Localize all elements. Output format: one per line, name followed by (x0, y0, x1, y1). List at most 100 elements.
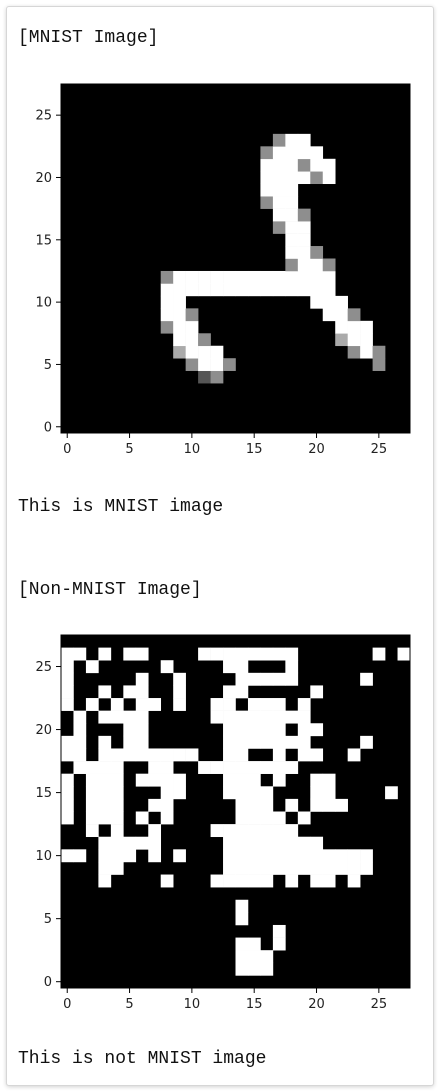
non-mnist-pixel (73, 647, 87, 661)
non-mnist-pixel (135, 685, 149, 699)
non-mnist-pixel (272, 849, 286, 863)
non-mnist-pixel (73, 761, 87, 774)
non-mnist-pixel (223, 824, 236, 838)
mnist-pixel (285, 221, 299, 234)
mnist-pixel (347, 345, 361, 359)
non-mnist-pixel (98, 748, 112, 762)
non-mnist-pixel (173, 748, 186, 762)
non-mnist-pixel (272, 811, 286, 825)
non-mnist-header: [Non-MNIST Image] (18, 580, 202, 600)
non-mnist-pixel (148, 824, 162, 838)
mnist-pixel (260, 158, 274, 172)
mnist-pixel (198, 345, 211, 359)
non-mnist-pixel (360, 861, 373, 875)
non-mnist-pixel (235, 748, 249, 762)
mnist-pixel (185, 320, 199, 334)
mnist-pixel (272, 158, 286, 172)
mnist-pixel (223, 358, 236, 371)
non-mnist-pixel (247, 647, 261, 661)
non-mnist-pixel (73, 710, 87, 724)
mnist-pixel (297, 158, 311, 172)
mnist-pixel (310, 270, 324, 284)
non-mnist-pixel (260, 811, 274, 825)
non-mnist-pixel (247, 672, 261, 686)
mnist-pixel (322, 171, 336, 185)
non-mnist-pixel (223, 861, 236, 875)
non-mnist-pixel (310, 874, 324, 888)
non-mnist-pixel (173, 698, 186, 711)
non-mnist-pixel (135, 773, 149, 787)
mnist-y-tick-label: 15 (35, 233, 52, 248)
mnist-pixel (272, 133, 286, 147)
non-mnist-pixel (61, 849, 74, 863)
non-mnist-pixel (247, 798, 261, 812)
non-mnist-pixel (135, 748, 149, 762)
non-mnist-pixel (61, 672, 74, 686)
non-mnist-pixel (135, 735, 149, 749)
non-mnist-pixel (223, 647, 236, 661)
non-mnist-pixel (210, 761, 224, 774)
non-mnist-pixel (335, 798, 348, 812)
non-mnist-pixel (61, 647, 74, 661)
non-mnist-pixel (61, 735, 74, 749)
non-mnist-pixel (223, 698, 236, 711)
non-mnist-pixel (247, 849, 261, 863)
mnist-pixel (322, 283, 336, 297)
mnist-pixel (185, 270, 199, 284)
non-mnist-y-tick-label: 10 (35, 849, 52, 864)
non-mnist-pixel (247, 861, 261, 875)
non-mnist-x-tick-label: 25 (371, 997, 388, 1012)
mnist-pixel (173, 283, 186, 297)
non-mnist-pixel (260, 849, 274, 863)
non-mnist-pixel (297, 748, 311, 762)
mnist-pixel (360, 320, 373, 334)
non-mnist-y-tick-label: 0 (44, 975, 52, 990)
non-mnist-pixel (247, 937, 261, 951)
non-mnist-pixel (73, 723, 87, 737)
non-mnist-pixel (310, 685, 324, 699)
non-mnist-pixel (235, 836, 249, 850)
mnist-pixel (285, 158, 299, 172)
non-mnist-pixel (123, 723, 137, 737)
non-mnist-pixel (285, 874, 299, 888)
non-mnist-pixel (61, 685, 74, 699)
non-mnist-pixel (235, 786, 249, 800)
mnist-y-tick-label: 10 (35, 296, 52, 311)
non-mnist-pixel (123, 748, 137, 762)
mnist-pixel (160, 308, 174, 322)
non-mnist-pixel (372, 647, 386, 661)
non-mnist-pixel (98, 710, 112, 724)
non-mnist-pixel (235, 824, 249, 838)
non-mnist-pixel (210, 698, 224, 711)
mnist-pixel (247, 270, 261, 284)
non-mnist-pixel (285, 735, 299, 749)
non-mnist-pixel (235, 710, 249, 724)
non-mnist-pixel (85, 811, 99, 825)
non-mnist-pixel (272, 723, 286, 737)
non-mnist-pixel (223, 660, 236, 674)
non-mnist-pixel (272, 698, 286, 711)
non-mnist-pixel (198, 761, 211, 774)
mnist-pixel (310, 295, 324, 309)
non-mnist-pixel (347, 748, 361, 762)
non-mnist-pixel (110, 761, 124, 774)
non-mnist-pixel (335, 861, 348, 875)
non-mnist-pixel (135, 672, 149, 686)
non-mnist-pixel (148, 849, 162, 863)
non-mnist-pixel (110, 811, 124, 825)
non-mnist-pixel (135, 710, 149, 724)
mnist-pixel (285, 171, 299, 185)
non-mnist-pixel (310, 786, 324, 800)
non-mnist-pixel (260, 710, 274, 724)
mnist-pixel (310, 283, 324, 297)
mnist-pixel (160, 295, 174, 309)
non-mnist-pixel (223, 786, 236, 800)
non-mnist-pixel (61, 811, 74, 825)
non-mnist-pixel (210, 647, 224, 661)
mnist-pixel (272, 146, 286, 160)
non-mnist-pixel (235, 735, 249, 749)
non-mnist-pixel (110, 710, 124, 724)
non-mnist-pixel (160, 874, 174, 888)
mnist-pixel (335, 333, 348, 347)
